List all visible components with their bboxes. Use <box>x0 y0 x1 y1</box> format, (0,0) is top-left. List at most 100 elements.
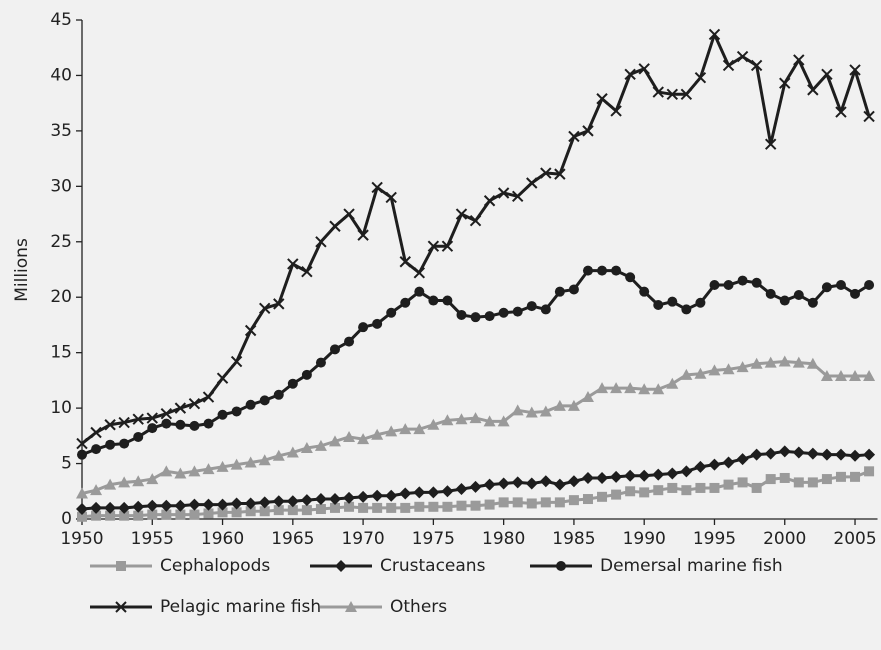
data-point <box>118 476 131 488</box>
y-tick-label: 45 <box>50 10 72 30</box>
x-tick-label: 1965 <box>271 529 314 549</box>
data-point <box>806 357 819 369</box>
data-point <box>835 280 846 291</box>
data-point <box>329 220 341 232</box>
data-point <box>736 50 749 63</box>
data-point <box>582 125 594 137</box>
data-point <box>778 355 791 367</box>
legend-label: Demersal marine fish <box>600 556 783 576</box>
data-point <box>147 509 158 520</box>
data-point <box>203 418 214 429</box>
data-point <box>160 499 173 512</box>
data-point <box>708 458 721 471</box>
data-point <box>582 494 593 505</box>
data-point <box>161 418 172 429</box>
data-point <box>737 477 748 488</box>
data-point <box>456 500 467 511</box>
data-point <box>597 265 608 276</box>
data-point <box>737 275 748 286</box>
data-point <box>553 399 566 411</box>
data-point <box>344 336 355 347</box>
data-point <box>217 507 228 518</box>
data-point <box>807 477 818 488</box>
data-point <box>624 68 636 81</box>
data-point <box>343 430 356 442</box>
data-point <box>750 357 763 369</box>
data-point <box>189 509 200 520</box>
data-point <box>315 236 327 248</box>
data-point <box>413 423 426 435</box>
data-point <box>104 478 117 490</box>
x-tick-label: 1980 <box>482 529 525 549</box>
data-point <box>554 286 565 297</box>
data-point <box>667 296 678 307</box>
data-point <box>849 449 862 462</box>
data-point <box>174 402 187 414</box>
x-tick-label: 1995 <box>693 529 736 549</box>
data-point <box>723 280 734 291</box>
data-point <box>189 420 200 431</box>
data-point <box>105 510 116 521</box>
data-point <box>91 444 102 455</box>
data-point <box>428 501 439 512</box>
data-point <box>216 498 229 511</box>
data-point <box>639 487 650 498</box>
data-point <box>174 467 187 479</box>
data-point <box>722 363 735 375</box>
data-point <box>484 311 495 322</box>
y-tick-label: 35 <box>50 121 72 141</box>
data-point <box>119 510 130 521</box>
series-line <box>81 449 870 511</box>
data-point <box>610 382 623 394</box>
data-point <box>807 297 818 308</box>
data-point <box>834 369 847 381</box>
data-point <box>581 471 594 484</box>
data-point <box>371 489 384 502</box>
data-point <box>329 502 340 513</box>
data-point <box>708 28 721 41</box>
data-point <box>511 190 524 203</box>
data-point <box>230 497 243 510</box>
data-point <box>497 477 510 490</box>
data-point <box>736 361 749 373</box>
data-point <box>175 509 186 520</box>
data-point <box>568 284 579 295</box>
legend-label: Others <box>390 597 447 617</box>
data-point <box>694 71 707 84</box>
x-tick-label: 2005 <box>833 529 876 549</box>
data-point <box>695 297 706 308</box>
data-point <box>667 482 678 493</box>
data-point <box>300 442 313 454</box>
data-point <box>863 110 875 123</box>
data-point <box>653 485 664 496</box>
data-point <box>469 215 482 227</box>
data-point <box>77 449 87 460</box>
data-point <box>160 465 173 477</box>
data-point <box>722 456 735 469</box>
data-point <box>625 486 636 497</box>
x-tick-label: 2000 <box>763 529 806 549</box>
data-point <box>385 191 397 204</box>
data-point <box>666 377 679 389</box>
data-point <box>441 485 454 498</box>
data-point <box>539 405 552 417</box>
data-point <box>834 448 847 461</box>
data-point <box>455 413 468 425</box>
y-tick-label: 40 <box>50 65 72 85</box>
data-point <box>161 509 172 520</box>
data-point <box>287 258 299 270</box>
data-point <box>455 483 468 496</box>
data-point <box>90 501 103 514</box>
data-point <box>230 355 243 368</box>
data-point <box>287 505 298 516</box>
data-point <box>820 448 833 461</box>
data-point <box>681 485 692 496</box>
data-point <box>624 382 637 394</box>
data-point <box>567 475 580 488</box>
data-point <box>652 468 665 481</box>
data-point <box>273 389 284 400</box>
data-point <box>469 412 482 424</box>
x-tick-label: 1960 <box>201 529 244 549</box>
data-point <box>722 59 735 72</box>
data-point <box>526 301 537 312</box>
